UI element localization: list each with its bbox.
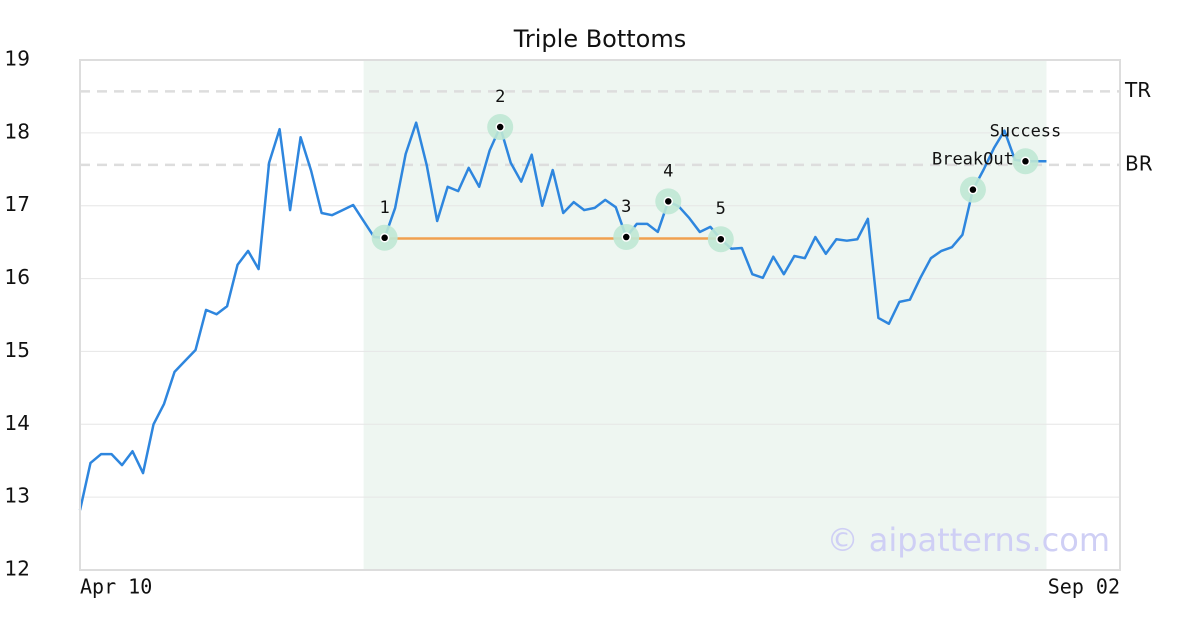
level-label: BR (1125, 151, 1153, 175)
marker-label: 3 (621, 197, 631, 217)
marker-dot (968, 184, 978, 195)
highlight-region (363, 60, 1047, 570)
y-tick-label: 18 (5, 119, 30, 143)
price-line (78, 121, 1047, 511)
y-tick-label: 17 (5, 192, 30, 216)
y-tick-label: 14 (5, 411, 30, 435)
marker-dot (716, 234, 726, 244)
x-tick-label: Apr 10 (80, 575, 152, 599)
marker-dot (379, 233, 390, 243)
marker-label: Success (990, 121, 1062, 141)
level-label: TR (1124, 78, 1151, 102)
y-tick-label: 13 (5, 484, 30, 508)
marker-dot (621, 232, 632, 242)
y-tick-label: 16 (5, 265, 30, 289)
y-tick-label: 15 (5, 338, 30, 362)
marker-label: 4 (663, 161, 673, 181)
marker-label: BreakOut (932, 150, 1014, 170)
marker-label: 1 (380, 198, 390, 218)
x-tick-label: Sep 02 (1048, 575, 1120, 599)
y-tick-label: 12 (5, 557, 30, 581)
marker-dot (663, 196, 674, 207)
watermark: © aipatterns.com (827, 521, 1110, 559)
chart-title: Triple Bottoms (513, 25, 687, 53)
marker-label: 5 (716, 199, 726, 219)
marker-dot (495, 122, 505, 132)
y-tick-label: 19 (5, 47, 30, 71)
marker-dot (1020, 156, 1031, 167)
marker-label: 2 (495, 87, 505, 107)
plot-frame (79, 59, 1121, 571)
